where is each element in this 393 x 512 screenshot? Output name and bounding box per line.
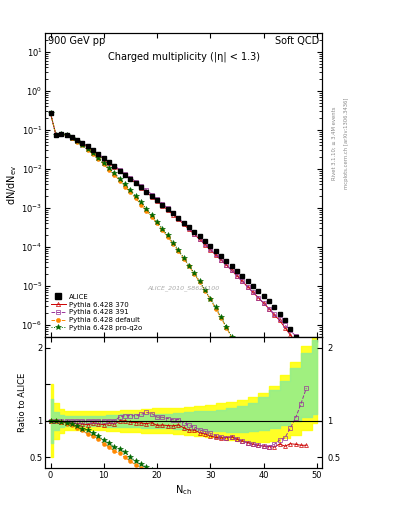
Legend: ALICE, Pythia 6.428 370, Pythia 6.428 391, Pythia 6.428 default, Pythia 6.428 pr: ALICE, Pythia 6.428 370, Pythia 6.428 39… bbox=[48, 291, 145, 334]
Text: Soft QCD: Soft QCD bbox=[275, 36, 320, 46]
Y-axis label: Ratio to ALICE: Ratio to ALICE bbox=[18, 373, 26, 432]
Text: 900 GeV pp: 900 GeV pp bbox=[48, 36, 105, 46]
Text: Rivet 3.1.10; ≥ 3.4M events: Rivet 3.1.10; ≥ 3.4M events bbox=[332, 106, 337, 180]
Text: ALICE_2010_S8624100: ALICE_2010_S8624100 bbox=[148, 285, 220, 291]
Text: Charged multiplicity (|η| < 1.3): Charged multiplicity (|η| < 1.3) bbox=[108, 52, 260, 62]
X-axis label: N$_{\mathsf{ch}}$: N$_{\mathsf{ch}}$ bbox=[175, 483, 192, 497]
Text: mcplots.cern.ch [arXiv:1306.3436]: mcplots.cern.ch [arXiv:1306.3436] bbox=[344, 98, 349, 189]
Y-axis label: dN/dN$_{\mathsf{ev}}$: dN/dN$_{\mathsf{ev}}$ bbox=[5, 165, 18, 205]
